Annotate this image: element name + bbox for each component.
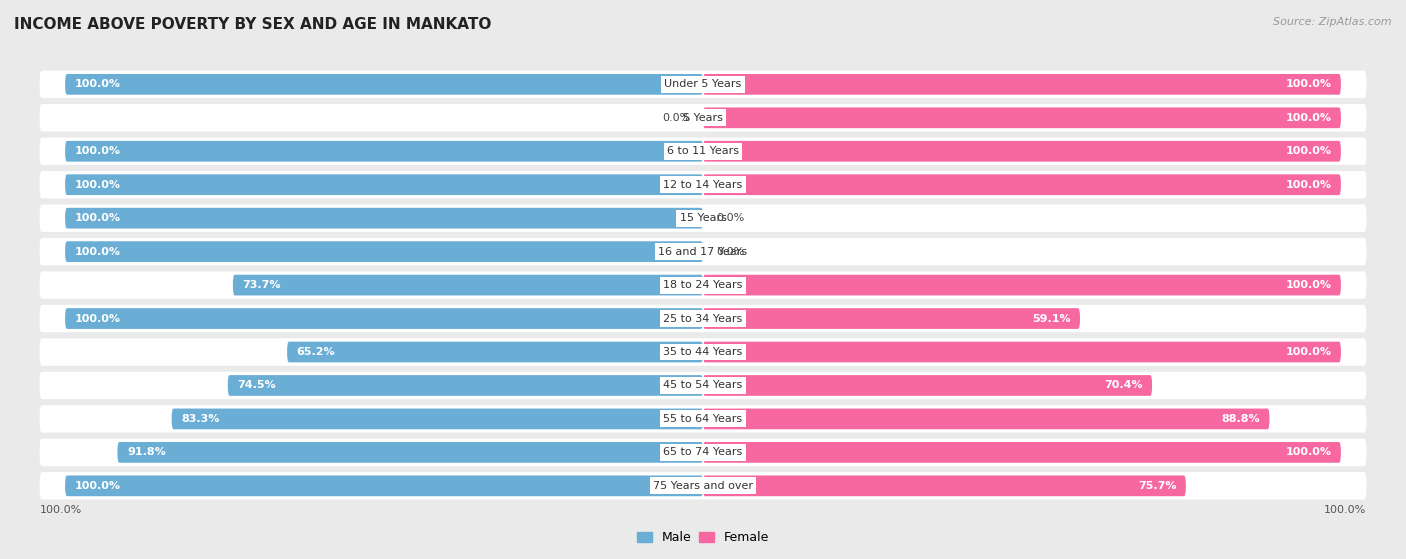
Text: 35 to 44 Years: 35 to 44 Years <box>664 347 742 357</box>
Text: 83.3%: 83.3% <box>181 414 219 424</box>
FancyBboxPatch shape <box>233 274 703 296</box>
Text: 0.0%: 0.0% <box>662 113 690 123</box>
FancyBboxPatch shape <box>65 476 703 496</box>
Text: 74.5%: 74.5% <box>238 381 276 391</box>
FancyBboxPatch shape <box>65 208 703 229</box>
FancyBboxPatch shape <box>703 342 1341 362</box>
Text: INCOME ABOVE POVERTY BY SEX AND AGE IN MANKATO: INCOME ABOVE POVERTY BY SEX AND AGE IN M… <box>14 17 492 32</box>
Text: 100.0%: 100.0% <box>1285 146 1331 157</box>
Legend: Male, Female: Male, Female <box>631 526 775 549</box>
FancyBboxPatch shape <box>39 338 1367 366</box>
Text: 0.0%: 0.0% <box>716 213 744 223</box>
Text: 75 Years and over: 75 Years and over <box>652 481 754 491</box>
Text: 100.0%: 100.0% <box>1285 447 1331 457</box>
Text: 5 Years: 5 Years <box>683 113 723 123</box>
FancyBboxPatch shape <box>65 141 703 162</box>
FancyBboxPatch shape <box>39 472 1367 500</box>
Text: 100.0%: 100.0% <box>75 481 121 491</box>
FancyBboxPatch shape <box>118 442 703 463</box>
FancyBboxPatch shape <box>65 241 703 262</box>
Text: 100.0%: 100.0% <box>1324 505 1367 515</box>
FancyBboxPatch shape <box>39 70 1367 98</box>
Text: 91.8%: 91.8% <box>127 447 166 457</box>
Text: 100.0%: 100.0% <box>39 505 82 515</box>
Text: Under 5 Years: Under 5 Years <box>665 79 741 89</box>
FancyBboxPatch shape <box>703 442 1341 463</box>
FancyBboxPatch shape <box>39 271 1367 299</box>
FancyBboxPatch shape <box>172 409 703 429</box>
Text: 88.8%: 88.8% <box>1222 414 1260 424</box>
Text: 18 to 24 Years: 18 to 24 Years <box>664 280 742 290</box>
Text: 100.0%: 100.0% <box>75 314 121 324</box>
Text: 100.0%: 100.0% <box>75 146 121 157</box>
Text: 70.4%: 70.4% <box>1104 381 1143 391</box>
FancyBboxPatch shape <box>703 107 1341 128</box>
FancyBboxPatch shape <box>703 308 1080 329</box>
Text: Source: ZipAtlas.com: Source: ZipAtlas.com <box>1274 17 1392 27</box>
Text: 65 to 74 Years: 65 to 74 Years <box>664 447 742 457</box>
FancyBboxPatch shape <box>703 74 1341 94</box>
FancyBboxPatch shape <box>65 74 703 94</box>
Text: 100.0%: 100.0% <box>1285 280 1331 290</box>
Text: 12 to 14 Years: 12 to 14 Years <box>664 179 742 190</box>
Text: 45 to 54 Years: 45 to 54 Years <box>664 381 742 391</box>
FancyBboxPatch shape <box>703 375 1152 396</box>
Text: 100.0%: 100.0% <box>75 179 121 190</box>
FancyBboxPatch shape <box>703 476 1185 496</box>
Text: 100.0%: 100.0% <box>75 247 121 257</box>
Text: 100.0%: 100.0% <box>1285 179 1331 190</box>
FancyBboxPatch shape <box>228 375 703 396</box>
FancyBboxPatch shape <box>703 174 1341 195</box>
Text: 75.7%: 75.7% <box>1137 481 1177 491</box>
Text: 100.0%: 100.0% <box>75 79 121 89</box>
Text: 55 to 64 Years: 55 to 64 Years <box>664 414 742 424</box>
FancyBboxPatch shape <box>287 342 703 362</box>
Text: 100.0%: 100.0% <box>1285 347 1331 357</box>
Text: 0.0%: 0.0% <box>716 247 744 257</box>
FancyBboxPatch shape <box>39 372 1367 399</box>
Text: 100.0%: 100.0% <box>1285 113 1331 123</box>
FancyBboxPatch shape <box>39 205 1367 232</box>
FancyBboxPatch shape <box>703 141 1341 162</box>
FancyBboxPatch shape <box>39 138 1367 165</box>
Text: 59.1%: 59.1% <box>1032 314 1070 324</box>
FancyBboxPatch shape <box>39 439 1367 466</box>
FancyBboxPatch shape <box>39 305 1367 332</box>
Text: 65.2%: 65.2% <box>297 347 335 357</box>
Text: 100.0%: 100.0% <box>75 213 121 223</box>
FancyBboxPatch shape <box>703 409 1270 429</box>
FancyBboxPatch shape <box>65 308 703 329</box>
FancyBboxPatch shape <box>703 274 1341 296</box>
Text: 73.7%: 73.7% <box>242 280 281 290</box>
FancyBboxPatch shape <box>39 238 1367 266</box>
FancyBboxPatch shape <box>65 174 703 195</box>
Text: 6 to 11 Years: 6 to 11 Years <box>666 146 740 157</box>
Text: 25 to 34 Years: 25 to 34 Years <box>664 314 742 324</box>
FancyBboxPatch shape <box>39 104 1367 131</box>
FancyBboxPatch shape <box>39 405 1367 433</box>
Text: 100.0%: 100.0% <box>1285 79 1331 89</box>
Text: 15 Years: 15 Years <box>679 213 727 223</box>
FancyBboxPatch shape <box>39 171 1367 198</box>
Text: 16 and 17 Years: 16 and 17 Years <box>658 247 748 257</box>
